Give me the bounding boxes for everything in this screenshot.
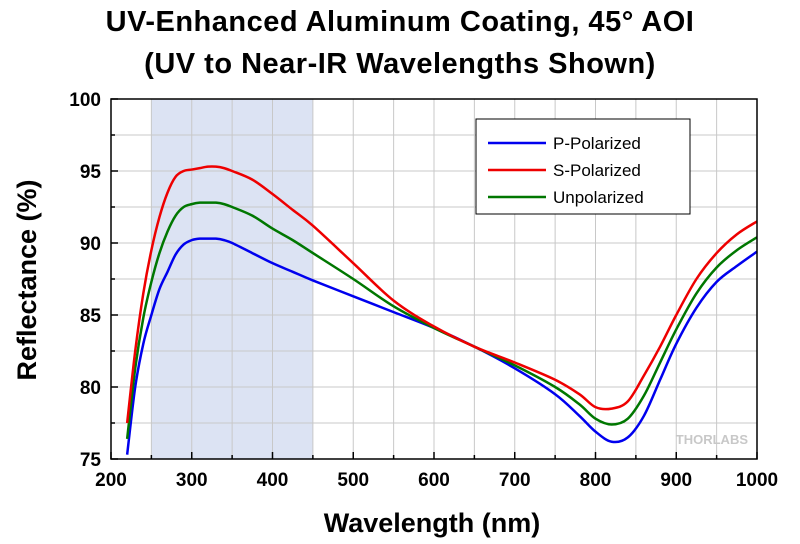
x-tick-labels: 200 300 400 500 600 700 800 900 1000 xyxy=(95,470,778,491)
thorlabs-watermark: THORLABS xyxy=(676,432,749,447)
y-tick-label: 80 xyxy=(80,378,101,399)
x-tick-label: 300 xyxy=(176,470,208,491)
x-tick-label: 900 xyxy=(660,470,692,491)
chart-subtitle: (UV to Near-IR Wavelengths Shown) xyxy=(144,48,656,80)
series-lines xyxy=(125,165,758,455)
x-tick-label: 200 xyxy=(95,470,127,491)
x-tick-label: 500 xyxy=(337,470,369,491)
series-line-unpolarized xyxy=(125,201,758,439)
x-tick-label: 400 xyxy=(257,470,289,491)
y-tick-label: 75 xyxy=(80,450,102,471)
legend: P-Polarized S-Polarized Unpolarized xyxy=(475,118,691,215)
legend-label-s-polarized: S-Polarized xyxy=(553,161,641,180)
chart-title: UV-Enhanced Aluminum Coating, 45° AOI xyxy=(105,6,695,38)
y-tick-label: 100 xyxy=(69,90,101,111)
x-axis-label: Wavelength (nm) xyxy=(324,508,541,538)
y-axis-label: Reflectance (%) xyxy=(12,179,42,380)
series-line-p-polarized xyxy=(125,237,758,455)
legend-label-p-polarized: P-Polarized xyxy=(553,134,641,153)
y-tick-label: 85 xyxy=(80,306,102,327)
series-line-s-polarized xyxy=(125,165,758,424)
axis-ticks xyxy=(110,98,758,460)
x-tick-label: 800 xyxy=(580,470,612,491)
y-tick-label: 95 xyxy=(80,162,102,183)
y-tick-label: 90 xyxy=(80,234,101,255)
x-tick-label: 700 xyxy=(499,470,531,491)
legend-label-unpolarized: Unpolarized xyxy=(553,188,644,207)
grid-lines xyxy=(111,99,757,459)
x-tick-label: 600 xyxy=(418,470,450,491)
y-tick-labels: 75 80 85 90 95 100 xyxy=(69,90,101,471)
x-tick-label: 1000 xyxy=(736,470,778,491)
